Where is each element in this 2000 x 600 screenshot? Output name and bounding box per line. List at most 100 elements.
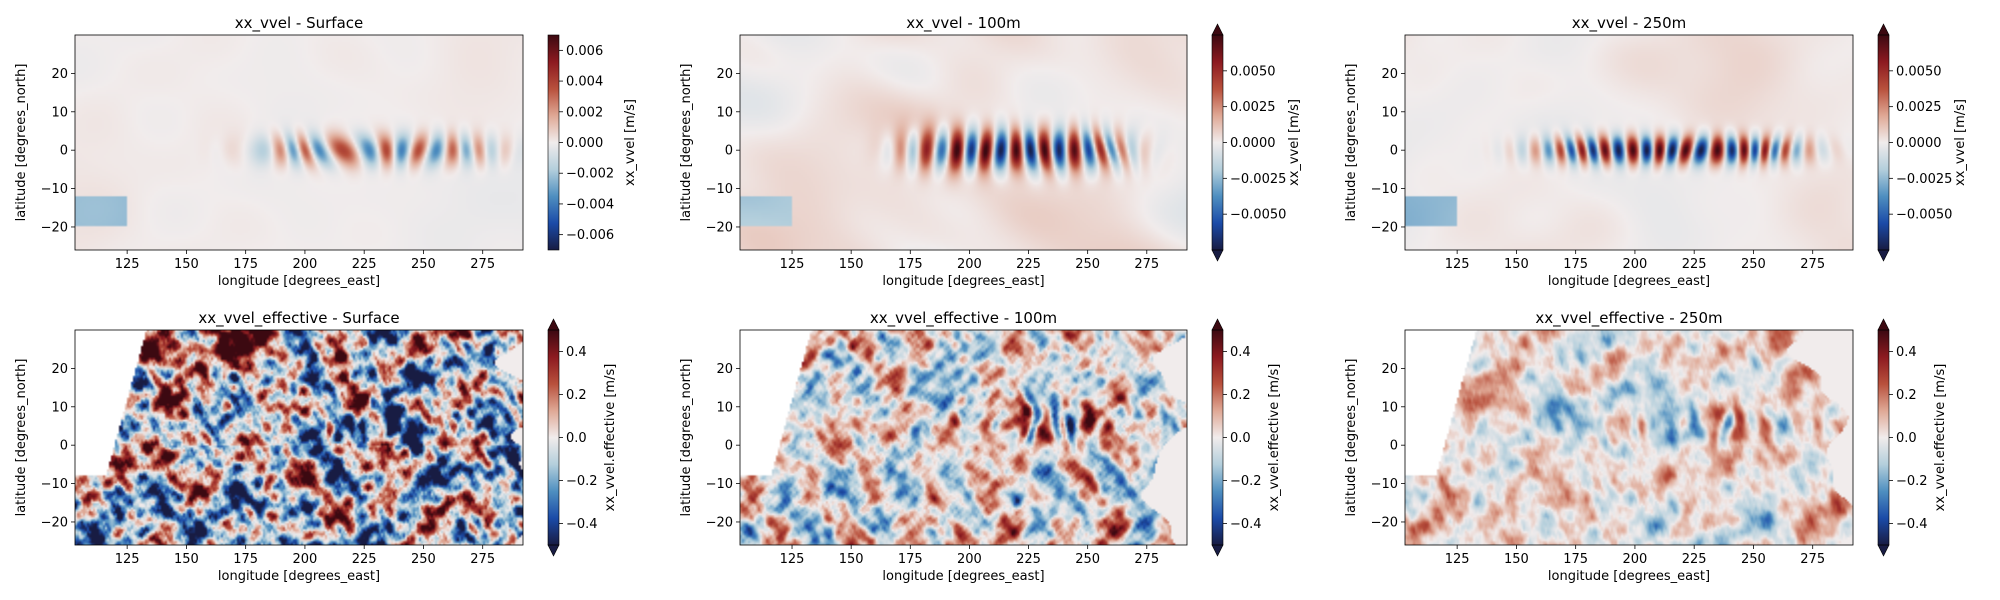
colorbar-extend-min xyxy=(1877,544,1890,557)
heatmap-image xyxy=(740,35,1187,250)
y-tick-label: 0 xyxy=(1390,439,1398,454)
x-tick-label: 275 xyxy=(470,552,495,567)
colorbar-tick-label: 0.002 xyxy=(566,105,603,120)
y-tick-label: 20 xyxy=(51,362,68,377)
x-tick-label: 250 xyxy=(1075,552,1100,567)
x-axis-label: longitude [degrees_east] xyxy=(218,569,380,584)
colorbar: −0.006 −0.004 −0.002 0.000 0.002 0.004 0.006 xx… xyxy=(547,34,638,251)
y-tick-label: 10 xyxy=(716,400,733,415)
colorbar-gradient xyxy=(1212,35,1223,250)
y-tick-label: −10 xyxy=(706,477,733,492)
colorbar-tick-label: 0.0 xyxy=(566,431,587,446)
x-tick-label: 250 xyxy=(411,552,436,567)
y-axis-label: latitude [degrees_north] xyxy=(679,359,694,517)
colorbar-extend-min xyxy=(547,544,560,557)
panel-title: xx_vvel_effective - 250m xyxy=(1535,309,1722,328)
x-tick-label: 275 xyxy=(1800,552,1825,567)
x-tick-label: 200 xyxy=(293,257,318,272)
x-tick-label: 125 xyxy=(115,552,140,567)
x-tick-label: 225 xyxy=(1016,257,1041,272)
y-tick-label: 20 xyxy=(1381,67,1398,82)
colorbar-tick-label: 0.0025 xyxy=(1230,100,1276,115)
colorbar-label: xx_vvel.effective [m/s] xyxy=(1267,364,1282,512)
panel-title: xx_vvel - 100m xyxy=(906,14,1021,33)
colorbar-tick-label: 0.0 xyxy=(1896,431,1917,446)
heatmap-image xyxy=(1405,35,1853,250)
y-tick-label: −10 xyxy=(1371,182,1398,197)
colorbar-gradient xyxy=(1212,330,1223,545)
y-tick-label: −20 xyxy=(1371,220,1398,235)
y-axis-label: latitude [degrees_north] xyxy=(679,64,694,222)
panel-title: xx_vvel_effective - Surface xyxy=(198,309,399,328)
axes-frame xyxy=(74,329,524,546)
y-tick-label: −20 xyxy=(706,515,733,530)
y-tick-label: 10 xyxy=(51,105,68,120)
axes-frame xyxy=(1404,34,1854,251)
y-axis-label: latitude [degrees_north] xyxy=(1344,64,1359,222)
x-tick-label: 175 xyxy=(233,552,258,567)
x-tick-label: 250 xyxy=(1741,257,1766,272)
x-tick-label: 125 xyxy=(1445,257,1470,272)
colorbar-gradient xyxy=(548,330,559,545)
x-tick-label: 150 xyxy=(174,257,199,272)
x-tick-label: 225 xyxy=(1016,552,1041,567)
x-tick-label: 125 xyxy=(780,257,805,272)
colorbar-tick-label: −0.0025 xyxy=(1230,172,1286,187)
colorbar-tick-label: −0.004 xyxy=(566,197,614,212)
x-tick-label: 200 xyxy=(293,552,318,567)
x-tick-label: 175 xyxy=(1563,552,1588,567)
colorbar-tick-label: −0.0050 xyxy=(1230,208,1286,223)
colorbar-tick-label: −0.2 xyxy=(1230,474,1262,489)
colorbar-extend-max xyxy=(547,318,560,331)
y-tick-label: 0 xyxy=(1390,144,1398,159)
x-tick-label: 250 xyxy=(411,257,436,272)
colorbar-tick-label: 0.006 xyxy=(566,44,603,59)
colorbar-tick-label: 0.0050 xyxy=(1896,64,1942,79)
y-axis-label: latitude [degrees_north] xyxy=(14,64,29,222)
x-tick-label: 275 xyxy=(1134,552,1159,567)
axes-frame xyxy=(74,34,524,251)
x-tick-label: 175 xyxy=(1563,257,1588,272)
colorbar-tick-label: 0.4 xyxy=(1230,345,1251,360)
x-tick-label: 175 xyxy=(898,552,923,567)
colorbar-label: xx_vvel [m/s] xyxy=(1287,99,1302,186)
axes-frame xyxy=(1404,329,1854,546)
colorbar-label: xx_vvel.effective [m/s] xyxy=(1933,364,1948,512)
x-tick-label: 200 xyxy=(957,257,982,272)
colorbar-tick-label: 0.0000 xyxy=(1230,136,1276,151)
x-axis-label: longitude [degrees_east] xyxy=(218,274,380,289)
axes-frame xyxy=(739,329,1188,546)
y-tick-label: 10 xyxy=(51,400,68,415)
colorbar-tick-label: 0.2 xyxy=(1896,388,1917,403)
colorbar-tick-label: −0.0050 xyxy=(1896,208,1952,223)
colorbar-tick-label: 0.0025 xyxy=(1896,100,1942,115)
y-tick-label: 0 xyxy=(60,439,68,454)
y-tick-label: −10 xyxy=(1371,477,1398,492)
colorbar-tick-label: 0.4 xyxy=(566,345,587,360)
colorbar-extend-min xyxy=(1211,249,1224,262)
colorbar-tick-label: 0.0 xyxy=(1230,431,1251,446)
colorbar-extend-max xyxy=(1877,23,1890,36)
colorbar-extend-max xyxy=(1211,23,1224,36)
x-axis-label: longitude [degrees_east] xyxy=(882,274,1044,289)
colorbar-tick-label: −0.4 xyxy=(566,517,598,532)
x-tick-label: 225 xyxy=(352,257,377,272)
colorbar-extend-min xyxy=(1211,544,1224,557)
y-tick-label: −20 xyxy=(1371,515,1398,530)
y-tick-label: −20 xyxy=(706,220,733,235)
y-tick-label: −20 xyxy=(41,515,68,530)
y-tick-label: 20 xyxy=(1381,362,1398,377)
colorbar-tick-label: 0.0000 xyxy=(1896,136,1942,151)
x-tick-label: 275 xyxy=(470,257,495,272)
colorbar-extend-max xyxy=(1211,318,1224,331)
x-tick-label: 200 xyxy=(1623,257,1648,272)
heatmap-image xyxy=(1405,330,1853,545)
colorbar: −0.4 −0.2 0.0 0.2 0.4 xx_vvel.effective [m/s] xyxy=(547,318,618,557)
y-tick-label: 0 xyxy=(725,144,733,159)
